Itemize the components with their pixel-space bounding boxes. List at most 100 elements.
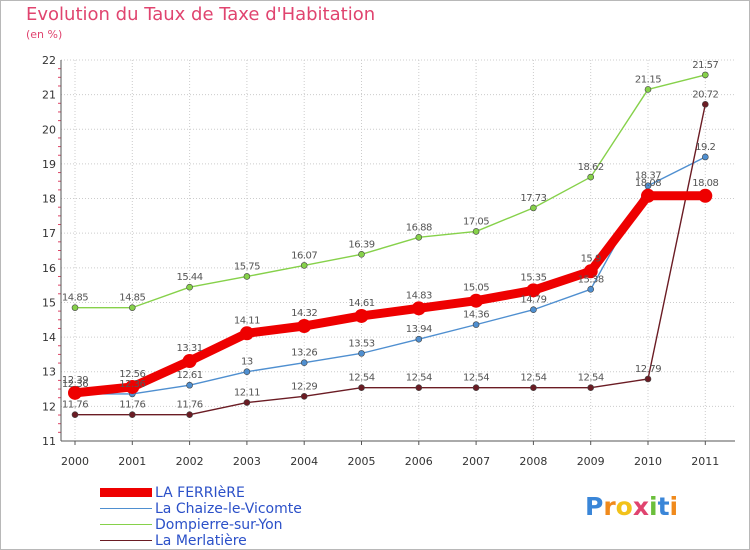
y-tick-label: 20: [42, 123, 56, 136]
data-label-la-merlati-re: 11.76: [177, 400, 203, 411]
data-point-la-chaize-le-vicomte: [358, 350, 365, 357]
x-tick-label: 2010: [634, 455, 662, 468]
data-label-la-ferri-re: 15.9: [581, 253, 601, 264]
data-point-la-ferri-re: [239, 326, 254, 341]
data-point-la-merlati-re: [472, 384, 480, 391]
y-tick-label: 11: [42, 435, 56, 448]
data-label-dompierre-sur-yon: 16.88: [406, 222, 432, 233]
data-point-la-merlati-re: [644, 375, 652, 383]
legend-swatch-la-ferriere: [100, 488, 152, 497]
y-tick-label: 18: [42, 193, 56, 206]
data-point-la-chaize-le-vicomte: [472, 321, 480, 328]
data-point-la-merlati-re: [186, 411, 193, 418]
brand-logo: Proxiti: [585, 492, 678, 521]
data-label-la-chaize-le-vicomte: 12.61: [177, 370, 203, 381]
data-label-la-merlati-re: 11.76: [62, 400, 88, 411]
x-tick-label: 2000: [61, 455, 89, 468]
data-label-la-merlati-re: 12.29: [291, 381, 317, 392]
data-label-la-merlati-re: 12.11: [234, 388, 260, 399]
data-label-la-chaize-le-vicomte: 14.79: [520, 295, 546, 306]
data-point-la-chaize-le-vicomte: [587, 285, 595, 293]
x-tick-label: 2009: [577, 455, 605, 468]
y-tick-label: 12: [42, 400, 56, 413]
data-point-la-merlati-re: [701, 101, 709, 108]
data-point-la-merlati-re: [415, 384, 423, 391]
data-label-la-ferri-re: 12.39: [62, 375, 88, 386]
data-label-la-chaize-le-vicomte: 14.36: [463, 310, 489, 321]
y-tick-label: 21: [42, 89, 56, 102]
data-label-dompierre-sur-yon: 15.75: [234, 261, 260, 272]
data-label-la-ferri-re: 12.56: [119, 369, 145, 380]
data-point-la-ferri-re: [354, 308, 369, 323]
data-label-la-ferri-re: 18.08: [692, 178, 718, 189]
data-point-la-merlati-re: [530, 384, 537, 391]
data-label-la-chaize-le-vicomte: 19.2: [695, 142, 715, 153]
data-point-dompierre-sur-yon: [701, 71, 709, 79]
chart-unit: (en %): [26, 28, 63, 41]
legend-label-la-merlatiere: La Merlatière: [155, 533, 247, 549]
data-point-la-merlati-re: [358, 384, 365, 391]
data-label-la-chaize-le-vicomte: 13: [241, 357, 253, 368]
data-label-la-merlati-re: 12.54: [578, 373, 604, 384]
data-label-dompierre-sur-yon: 21.15: [635, 74, 661, 85]
brand-letter: r: [603, 492, 616, 521]
data-point-dompierre-sur-yon: [129, 304, 136, 311]
data-point-la-ferri-re: [182, 353, 197, 368]
data-label-la-ferri-re: 14.83: [406, 290, 432, 301]
series-line-la-ferri-re: [74, 191, 706, 398]
data-point-la-chaize-le-vicomte: [530, 306, 537, 314]
brand-letter: t: [657, 492, 670, 521]
data-label-la-chaize-le-vicomte: 12.36: [62, 379, 88, 390]
y-tick-label: 22: [42, 54, 56, 67]
legend-label-la-ferriere: LA FERRIèRE: [155, 485, 245, 501]
x-tick-label: 2004: [290, 455, 318, 468]
brand-letter: o: [615, 492, 633, 521]
series-line-dompierre-sur-yon: [75, 74, 706, 309]
y-tick-label: 15: [42, 296, 56, 309]
data-label-dompierre-sur-yon: 14.85: [62, 293, 88, 304]
data-label-la-ferri-re: 15.05: [463, 283, 489, 294]
y-tick-label: 16: [42, 262, 56, 275]
data-point-dompierre-sur-yon: [186, 283, 193, 291]
x-tick-label: 2002: [176, 455, 204, 468]
brand-letter: x: [632, 492, 649, 521]
data-label-la-merlati-re: 20.72: [692, 89, 718, 100]
data-label-la-chaize-le-vicomte: 13.94: [406, 324, 432, 335]
series-group: [68, 71, 713, 418]
y-tick-label: 19: [42, 158, 56, 171]
x-tick-label: 2008: [519, 455, 547, 468]
x-tick-label: 2003: [233, 455, 261, 468]
data-point-dompierre-sur-yon: [644, 86, 652, 93]
data-point-dompierre-sur-yon: [71, 304, 79, 311]
data-label-dompierre-sur-yon: 16.07: [291, 250, 317, 261]
data-point-la-chaize-le-vicomte: [186, 381, 193, 389]
data-label-la-ferri-re: 14.32: [291, 308, 317, 319]
data-point-la-chaize-le-vicomte: [701, 153, 709, 161]
data-label-la-chaize-le-vicomte: 13.53: [348, 338, 374, 349]
data-point-la-merlati-re: [587, 384, 595, 391]
data-point-la-chaize-le-vicomte: [644, 182, 652, 190]
data-label-la-merlati-re: 12.79: [635, 364, 661, 375]
data-point-la-ferri-re: [641, 188, 655, 203]
data-label-dompierre-sur-yon: 15.44: [177, 272, 203, 283]
data-label-la-merlati-re: 11.76: [119, 400, 145, 411]
data-label-la-merlati-re: 12.54: [348, 373, 374, 384]
data-label-la-chaize-le-vicomte: 13.26: [291, 348, 317, 359]
brand-letter: i: [669, 492, 679, 521]
data-point-dompierre-sur-yon: [243, 273, 251, 280]
data-label-dompierre-sur-yon: 18.62: [578, 162, 604, 173]
data-point-la-ferri-re: [583, 264, 598, 279]
data-label-la-merlati-re: 12.54: [463, 373, 489, 384]
brand-letter: P: [585, 492, 604, 521]
legend-swatch-la-merlatiere: [100, 540, 152, 541]
data-point-la-ferri-re: [125, 379, 140, 394]
series-line-la-merlati-re: [75, 104, 706, 416]
data-point-dompierre-sur-yon: [587, 173, 595, 181]
data-label-dompierre-sur-yon: 17.73: [520, 193, 546, 204]
data-label-dompierre-sur-yon: 14.85: [119, 293, 145, 304]
data-point-dompierre-sur-yon: [358, 251, 365, 258]
data-point-la-ferri-re: [297, 319, 312, 334]
axes: 11 12 13 14 15 16 17 18 19 20 21 22 2000 2001 2002 2003…: [42, 54, 735, 468]
